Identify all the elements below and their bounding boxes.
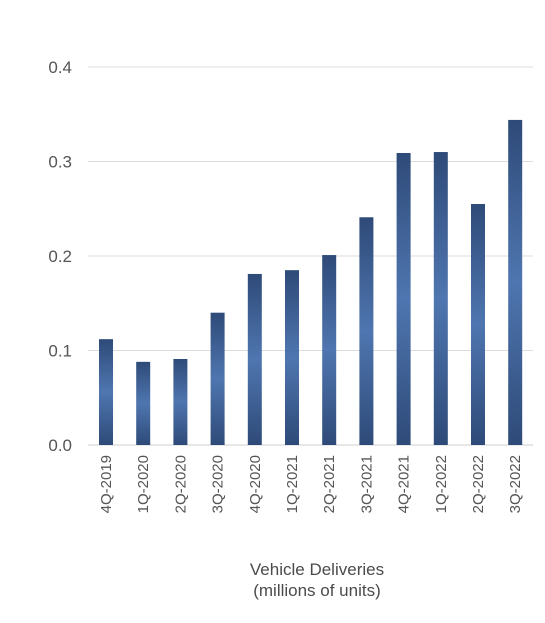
x-tick-label: 1Q-2020 xyxy=(135,455,152,513)
bars xyxy=(99,119,523,446)
x-tick-label: 3Q-2020 xyxy=(210,455,227,513)
bar-2Q-2022 xyxy=(471,204,485,445)
x-tick-label: 4Q-2021 xyxy=(396,455,413,513)
x-axis-title-line: (millions of units) xyxy=(253,581,381,600)
bar-3Q-2022 xyxy=(508,119,523,446)
bar-1Q-2021 xyxy=(285,270,299,445)
x-tick-label: 2Q-2022 xyxy=(470,455,487,513)
x-axis-ticks: 4Q-2019 1Q-2020 2Q-2020 3Q-2020 4Q-2020 1Q-20… xyxy=(98,455,524,513)
bar-1Q-2020 xyxy=(136,361,151,445)
y-tick-label: 0.1 xyxy=(48,342,72,361)
x-tick-label: 1Q-2021 xyxy=(284,455,301,513)
y-axis-ticks: 0.0 0.1 0.2 0.3 0.4 xyxy=(48,58,72,455)
bar-3Q-2021 xyxy=(359,217,374,445)
x-axis-title-line: Vehicle Deliveries xyxy=(250,560,384,579)
x-tick-label: 4Q-2020 xyxy=(247,455,264,513)
bar-2Q-2020 xyxy=(173,359,188,445)
bar-3Q-2020 xyxy=(210,312,225,445)
bar-2Q-2021 xyxy=(322,255,337,445)
x-tick-label: 4Q-2019 xyxy=(98,455,115,513)
bar-4Q-2019 xyxy=(99,339,113,445)
x-axis-title: Vehicle Deliveries (millions of units) xyxy=(250,560,384,600)
x-tick-label: 2Q-2020 xyxy=(172,455,189,513)
y-tick-label: 0.4 xyxy=(48,58,72,77)
grid-lines xyxy=(88,66,533,446)
x-tick-label: 2Q-2021 xyxy=(321,455,338,513)
y-tick-label: 0.2 xyxy=(48,247,72,266)
bar-1Q-2022 xyxy=(433,152,448,446)
y-tick-label: 0.0 xyxy=(48,436,72,455)
bar-4Q-2020 xyxy=(247,273,262,445)
y-tick-label: 0.3 xyxy=(48,153,72,172)
bar-4Q-2021 xyxy=(396,152,411,445)
x-tick-label: 3Q-2022 xyxy=(507,455,524,513)
x-tick-label: 1Q-2022 xyxy=(433,455,450,513)
x-tick-label: 3Q-2021 xyxy=(358,455,375,513)
